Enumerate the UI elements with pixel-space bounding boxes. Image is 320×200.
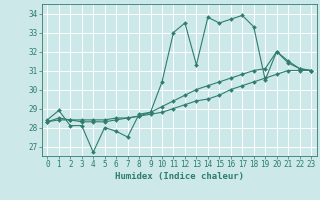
X-axis label: Humidex (Indice chaleur): Humidex (Indice chaleur) xyxy=(115,172,244,181)
